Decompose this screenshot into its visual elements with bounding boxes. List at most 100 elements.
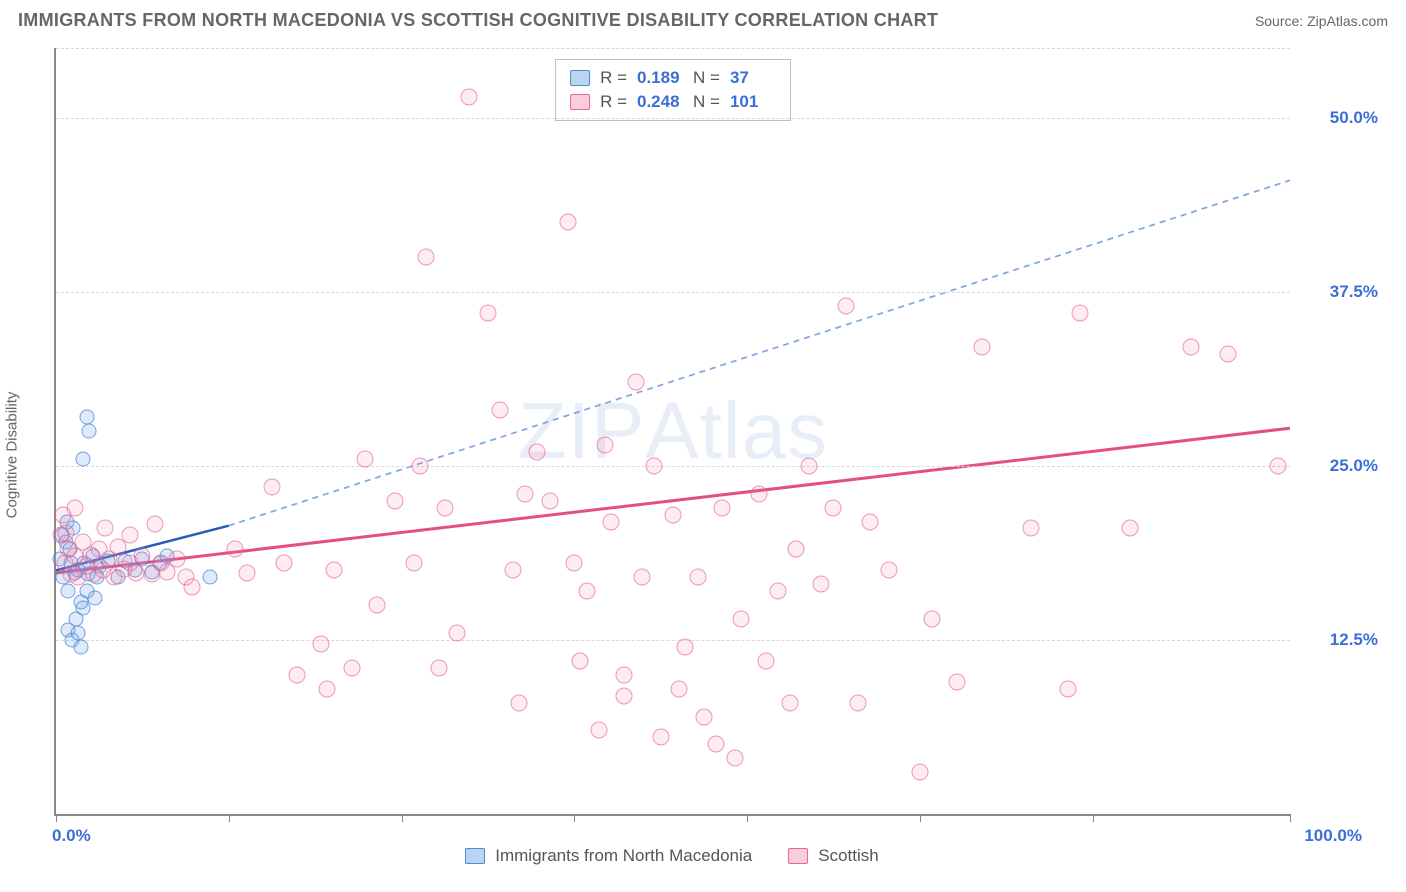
x-tick — [56, 814, 57, 822]
y-tick-label: 50.0% — [1300, 108, 1378, 128]
plot-area: ZIPAtlas R = 0.189 N = 37 R = 0.248 N = … — [54, 48, 1290, 816]
data-point-b — [948, 673, 965, 690]
data-point-b — [757, 652, 774, 669]
y-tick-label: 25.0% — [1300, 456, 1378, 476]
bottom-label-a: Immigrants from North Macedonia — [495, 846, 752, 866]
legend-swatch-b — [570, 94, 590, 110]
gridline — [56, 118, 1290, 119]
bottom-swatch-a — [465, 848, 485, 864]
data-point-b — [412, 457, 429, 474]
y-tick-label: 37.5% — [1300, 282, 1378, 302]
data-point-b — [560, 214, 577, 231]
data-point-b — [1183, 339, 1200, 356]
x-tick — [747, 814, 748, 822]
data-point-a — [61, 584, 76, 599]
data-point-b — [924, 611, 941, 628]
bottom-legend-item-a: Immigrants from North Macedonia — [465, 846, 752, 866]
data-point-b — [627, 374, 644, 391]
data-point-b — [387, 492, 404, 509]
data-point-b — [288, 666, 305, 683]
data-point-a — [71, 625, 86, 640]
gridline — [56, 48, 1290, 49]
data-point-b — [1220, 346, 1237, 363]
x-tick — [229, 814, 230, 822]
data-point-b — [436, 499, 453, 516]
gridline — [56, 640, 1290, 641]
data-point-b — [825, 499, 842, 516]
data-point-b — [652, 729, 669, 746]
x-tick — [574, 814, 575, 822]
bottom-label-b: Scottish — [818, 846, 878, 866]
data-point-b — [578, 583, 595, 600]
data-point-b — [751, 485, 768, 502]
data-point-b — [449, 624, 466, 641]
data-point-a — [79, 410, 94, 425]
data-point-b — [590, 722, 607, 739]
data-point-b — [183, 578, 200, 595]
data-point-b — [313, 636, 330, 653]
y-axis-label: Cognitive Disability — [4, 392, 21, 519]
data-point-b — [168, 551, 185, 568]
data-point-b — [603, 513, 620, 530]
data-point-b — [430, 659, 447, 676]
data-point-a — [203, 570, 218, 585]
data-point-b — [97, 520, 114, 537]
data-point-b — [134, 548, 151, 565]
n-value-a: 37 — [730, 66, 776, 90]
legend-swatch-a — [570, 70, 590, 86]
bottom-legend: Immigrants from North Macedonia Scottish — [54, 842, 1290, 870]
data-point-b — [689, 569, 706, 586]
data-point-b — [911, 764, 928, 781]
x-tick — [920, 814, 921, 822]
data-point-b — [276, 555, 293, 572]
data-point-b — [615, 687, 632, 704]
data-point-a — [76, 451, 91, 466]
data-point-b — [788, 541, 805, 558]
data-point-b — [1072, 304, 1089, 321]
data-point-b — [325, 562, 342, 579]
data-point-b — [461, 88, 478, 105]
data-point-b — [813, 576, 830, 593]
data-point-b — [405, 555, 422, 572]
data-point-a — [88, 591, 103, 606]
data-point-b — [368, 597, 385, 614]
data-point-b — [572, 652, 589, 669]
data-point-b — [714, 499, 731, 516]
data-point-b — [239, 565, 256, 582]
data-point-b — [263, 478, 280, 495]
data-point-b — [708, 736, 725, 753]
data-point-b — [671, 680, 688, 697]
data-point-b — [634, 569, 651, 586]
data-point-b — [566, 555, 583, 572]
data-point-b — [615, 666, 632, 683]
legend-row-b: R = 0.248 N = 101 — [570, 90, 776, 114]
data-point-b — [695, 708, 712, 725]
data-point-b — [850, 694, 867, 711]
data-point-b — [226, 541, 243, 558]
gridline — [56, 292, 1290, 293]
data-point-b — [529, 443, 546, 460]
gridline — [56, 466, 1290, 467]
data-point-b — [146, 516, 163, 533]
stats-legend: R = 0.189 N = 37 R = 0.248 N = 101 — [555, 59, 791, 121]
data-point-b — [541, 492, 558, 509]
n-value-b: 101 — [730, 90, 776, 114]
x-tick-label-max: 100.0% — [1304, 826, 1362, 846]
data-point-b — [677, 638, 694, 655]
data-point-b — [510, 694, 527, 711]
x-tick — [1290, 814, 1291, 822]
data-point-b — [479, 304, 496, 321]
data-point-b — [516, 485, 533, 502]
legend-row-a: R = 0.189 N = 37 — [570, 66, 776, 90]
data-point-b — [726, 750, 743, 767]
chart-title: IMMIGRANTS FROM NORTH MACEDONIA VS SCOTT… — [18, 10, 938, 31]
source-attribution: Source: ZipAtlas.com — [1255, 13, 1388, 29]
data-point-b — [504, 562, 521, 579]
y-tick-label: 12.5% — [1300, 630, 1378, 650]
data-point-b — [1059, 680, 1076, 697]
watermark: ZIPAtlas — [518, 385, 828, 477]
data-point-b — [344, 659, 361, 676]
data-point-b — [1269, 457, 1286, 474]
data-point-b — [122, 527, 139, 544]
data-point-b — [57, 524, 74, 541]
